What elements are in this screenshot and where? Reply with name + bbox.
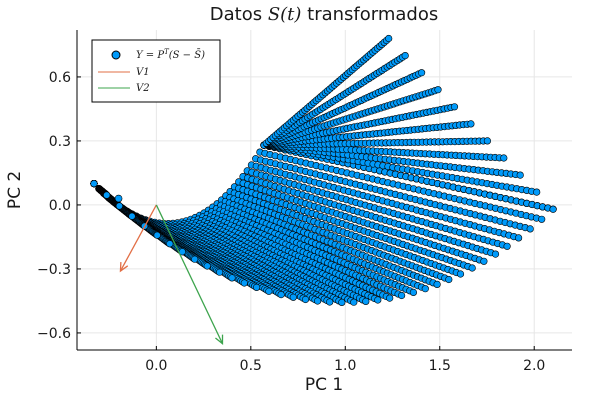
- scatter-point: [289, 293, 297, 301]
- scatter-point: [203, 262, 211, 270]
- axes-layer: [76, 30, 572, 351]
- scatter-point: [409, 288, 418, 297]
- scatter-point: [301, 295, 310, 304]
- scatter-point: [503, 242, 511, 250]
- scatter-point: [526, 225, 534, 233]
- scatter-point: [265, 287, 273, 295]
- scatter-point: [480, 257, 488, 265]
- scatter-point: [362, 297, 370, 306]
- scatter-point: [240, 279, 248, 287]
- scatter-point: [374, 296, 382, 304]
- scatter-point: [115, 202, 123, 210]
- scatter-point: [434, 86, 442, 94]
- arrowhead-v1: [119, 262, 129, 273]
- title-suffix: transformados: [301, 4, 438, 25]
- y-tick-label: 0.6: [49, 70, 71, 86]
- arrowhead-v2: [215, 334, 224, 345]
- scatter-point: [468, 264, 476, 272]
- scatter-point: [549, 205, 557, 213]
- scatter-point: [191, 255, 199, 263]
- x-tick-label: 0.0: [145, 358, 167, 374]
- scatter-point: [533, 188, 541, 196]
- scatter-point: [433, 280, 441, 289]
- legend-label-v1: V1: [136, 67, 150, 78]
- arrow-layer: [119, 204, 224, 345]
- y-tick-label: 0.3: [49, 134, 71, 150]
- x-tick-label: 2.0: [523, 358, 545, 374]
- arrow-v2: [155, 204, 224, 344]
- x-tick-label: 1.0: [334, 358, 356, 374]
- scatter-point: [538, 215, 546, 223]
- scatter-point: [385, 34, 393, 43]
- scatter-point: [467, 120, 475, 128]
- scatter-point: [166, 240, 174, 248]
- scatter-point: [491, 250, 500, 258]
- legend-label-y: Y = PT(S − S̄): [136, 48, 205, 61]
- highlighted-point: [114, 194, 123, 203]
- scatter-point: [483, 137, 492, 145]
- scatter-point: [314, 297, 322, 305]
- x-tick-label: 0.5: [240, 358, 262, 374]
- legend: Y = PT(S − S̄) V1 V2: [91, 39, 221, 103]
- scatter-point: [228, 274, 236, 282]
- title-prefix: Datos: [210, 4, 268, 25]
- scatter-point: [421, 285, 429, 293]
- title-math: S(t): [268, 4, 302, 25]
- scatter-point: [277, 291, 285, 299]
- scatter-point: [445, 275, 453, 284]
- scatter-point: [90, 180, 98, 188]
- tick-labels: 0.0 0.5 1.0 1.5 2.0 −0.6 −0.3 0.0 0.3 0.6: [37, 70, 545, 374]
- scatter-point: [326, 298, 334, 306]
- scatter-point: [386, 294, 394, 302]
- scatter-point: [500, 154, 508, 162]
- scatter-point: [398, 291, 406, 300]
- scatter-point: [216, 268, 224, 276]
- y-tick-label: 0.0: [49, 198, 71, 214]
- scatter-point: [450, 103, 459, 111]
- scatter-point: [516, 171, 524, 179]
- x-tick-label: 1.5: [429, 358, 451, 374]
- scatter-point: [338, 298, 346, 307]
- scatter-point: [103, 191, 111, 199]
- scatter-point: [128, 212, 136, 220]
- scatter-layer: [90, 34, 557, 307]
- x-axis-label: PC 1: [305, 375, 343, 395]
- scatter-point: [418, 69, 426, 77]
- legend-marker-scatter: [111, 50, 121, 60]
- y-tick-label: −0.6: [37, 326, 71, 342]
- scatter-point: [350, 298, 358, 306]
- y-axis-label: PC 2: [5, 171, 25, 209]
- legend-box: [91, 39, 221, 103]
- arrow-v1: [119, 204, 157, 272]
- scatter-point: [456, 270, 465, 278]
- scatter-point: [153, 231, 161, 239]
- scatter-point: [401, 51, 409, 60]
- legend-label-v2: V2: [136, 83, 150, 94]
- scatter-point: [253, 283, 261, 292]
- chart-title: Datos S(t) transformados: [210, 4, 438, 25]
- scatter-point: [514, 234, 523, 242]
- y-tick-label: −0.3: [37, 262, 71, 278]
